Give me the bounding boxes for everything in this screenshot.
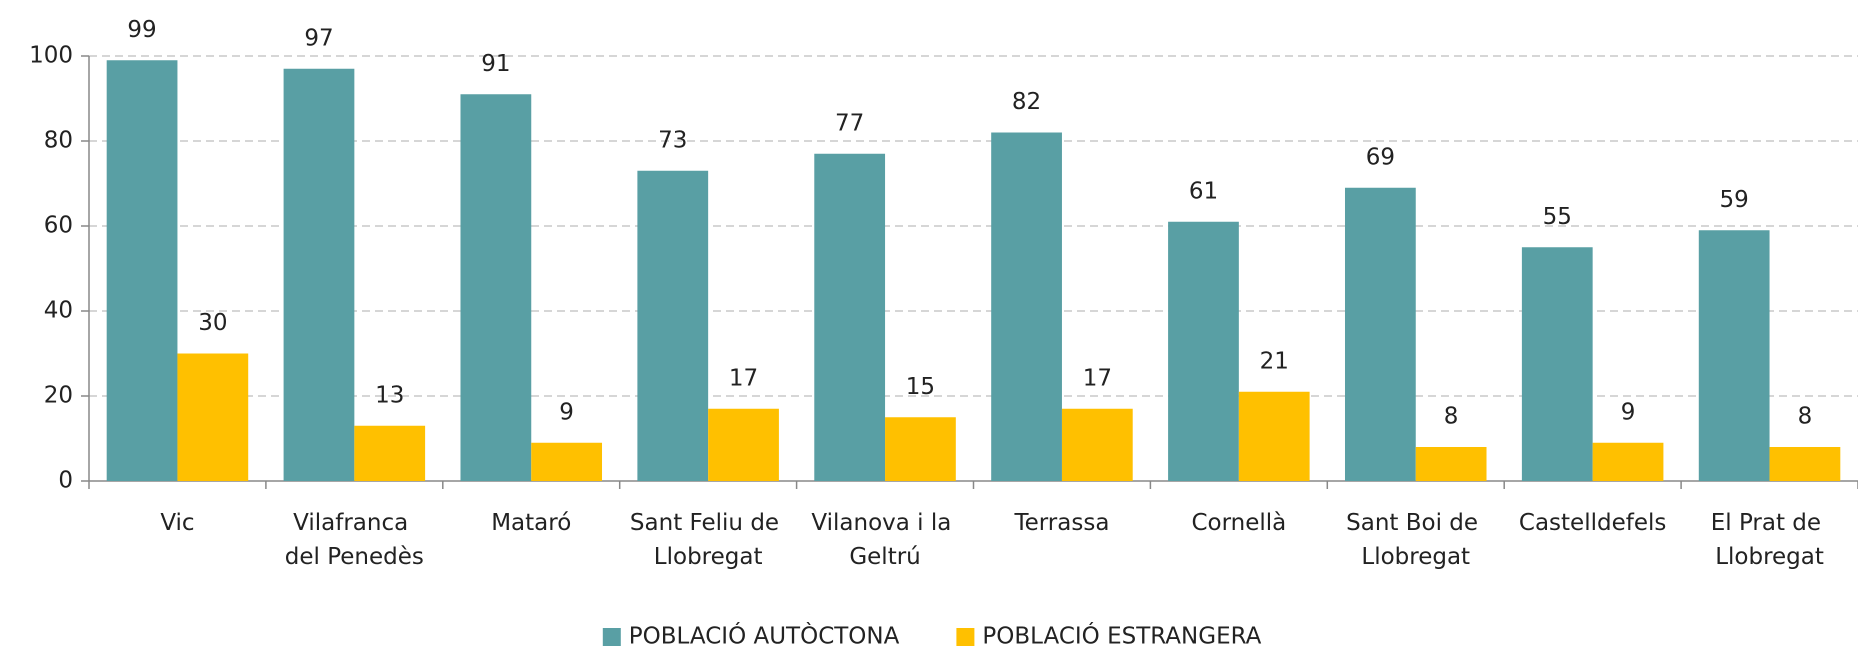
bar — [1061, 408, 1133, 481]
x-tick-label: El Prat de Llobregat — [1711, 510, 1829, 570]
data-label: 17 — [729, 365, 758, 391]
bar — [1521, 247, 1593, 481]
data-label: 59 — [1720, 187, 1749, 213]
data-label: 15 — [906, 374, 935, 400]
bar — [991, 132, 1062, 481]
data-label: 97 — [304, 25, 333, 51]
x-tick-label: Vilafranca del Penedès — [285, 510, 424, 570]
bar — [1698, 230, 1770, 481]
data-label: 61 — [1189, 178, 1218, 204]
bar — [885, 417, 956, 481]
bar — [1168, 221, 1239, 481]
x-tick-label: Vic — [160, 510, 194, 536]
y-tick-label: 40 — [44, 298, 73, 324]
data-label: 73 — [658, 127, 687, 153]
data-label: 55 — [1543, 204, 1572, 230]
legend-swatch — [956, 628, 975, 646]
bar — [1238, 391, 1310, 481]
data-label: 17 — [1083, 365, 1112, 391]
bar — [1592, 442, 1664, 481]
bar — [531, 442, 603, 481]
data-label: 69 — [1366, 144, 1395, 170]
bar — [354, 425, 426, 481]
data-label: 9 — [559, 399, 574, 425]
y-tick-label: 100 — [29, 43, 73, 69]
data-label: 82 — [1012, 89, 1041, 115]
x-tick-label: Sant Boi de Llobregat — [1346, 510, 1485, 570]
x-tick-label: Castelldefels — [1519, 510, 1666, 536]
data-label: 21 — [1260, 348, 1289, 374]
legend-label: POBLACIÓ AUTÒCTONA — [629, 622, 900, 650]
data-label: 8 — [1798, 404, 1813, 430]
bar — [1344, 187, 1416, 481]
y-tick-label: 60 — [44, 213, 73, 239]
legend-swatch — [602, 628, 621, 646]
x-tick-label: Vilanova i la Geltrú — [811, 510, 958, 570]
bar — [1415, 447, 1487, 481]
bar — [1769, 447, 1841, 481]
data-label: 30 — [198, 310, 227, 336]
x-tick-label: Cornellà — [1191, 510, 1286, 536]
legend-label: POBLACIÓ ESTRANGERA — [982, 622, 1261, 650]
data-label: 77 — [835, 110, 864, 136]
data-label: 8 — [1444, 404, 1459, 430]
bar — [637, 170, 709, 481]
data-label: 9 — [1621, 399, 1636, 425]
y-tick-label: 20 — [44, 383, 73, 409]
bar — [283, 68, 355, 481]
bar — [177, 353, 249, 481]
data-label: 91 — [481, 51, 510, 77]
bar — [106, 60, 178, 481]
data-label: 13 — [375, 382, 404, 408]
bar — [814, 153, 886, 481]
x-tick-label: Mataró — [491, 510, 571, 536]
data-label: 99 — [127, 17, 156, 43]
bar — [708, 408, 779, 481]
y-tick-label: 80 — [44, 128, 73, 154]
x-tick-label: Terrassa — [1013, 510, 1109, 536]
x-tick-label: Sant Feliu de Llobregat — [630, 510, 786, 570]
y-tick-label: 0 — [58, 468, 73, 494]
bar — [460, 94, 532, 481]
